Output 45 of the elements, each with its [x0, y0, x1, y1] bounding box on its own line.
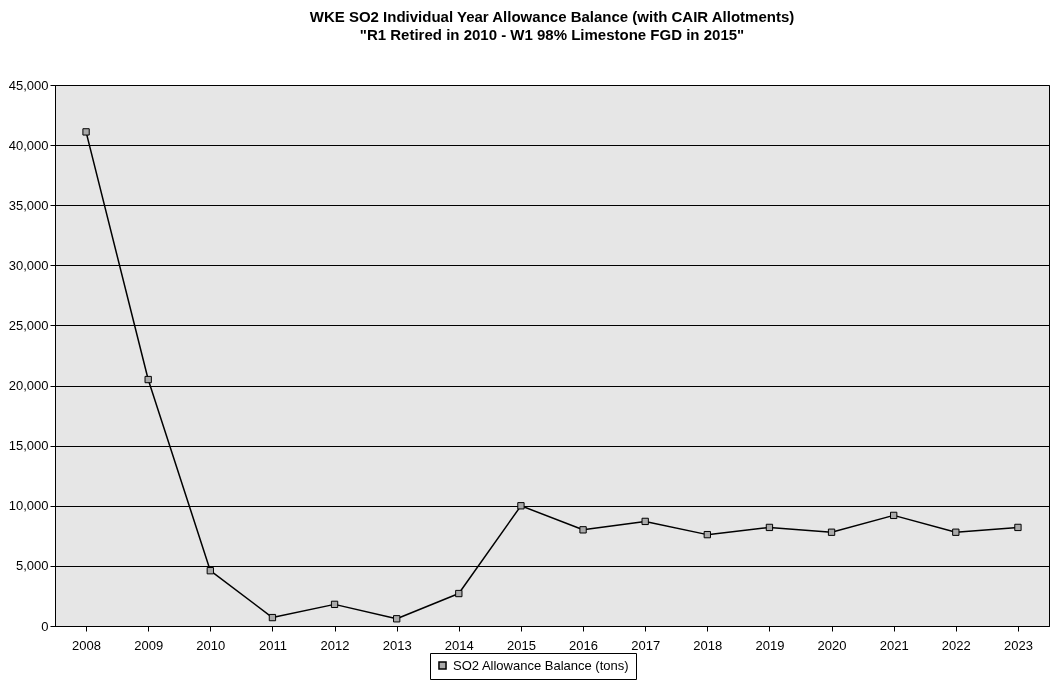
y-tick-label: 0 — [41, 618, 49, 634]
y-tick-label: 35,000 — [8, 197, 49, 213]
chart-subtitle: "R1 Retired in 2010 - W1 98% Limestone FGD in 2015" — [359, 26, 745, 43]
point — [144, 375, 152, 384]
point — [890, 511, 898, 520]
point — [1014, 523, 1022, 532]
x-tick-label: 2010 — [196, 637, 226, 653]
point — [330, 600, 339, 609]
point — [827, 528, 836, 536]
point — [641, 517, 649, 526]
chart-title: WKE SO2 Individual Year Allowance Balance (with CAIR Allotments) — [309, 8, 795, 25]
x-tick-label: 2018 — [693, 637, 723, 653]
x-tick-label: 2020 — [817, 637, 847, 653]
y-tick-label: 20,000 — [8, 378, 49, 394]
y-tick-label: 40,000 — [8, 137, 49, 153]
point — [765, 523, 774, 532]
x-tick-label: 2023 — [1003, 637, 1033, 653]
y-tick-label: 25,000 — [8, 317, 49, 333]
x-tick-label: 2013 — [382, 637, 412, 653]
x-tick-label: 2019 — [755, 637, 785, 653]
y-tick-label: 5,000 — [15, 558, 49, 574]
y-tick-label: 30,000 — [8, 257, 49, 273]
y-tick-label: 45,000 — [8, 77, 49, 93]
y-tick-label: 10,000 — [8, 498, 49, 514]
point — [82, 128, 90, 136]
x-tick-label: 2011 — [258, 637, 287, 653]
point — [517, 502, 525, 510]
legend-label: SO2 Allowance Balance (tons) — [453, 657, 629, 673]
point — [703, 530, 711, 539]
y-tick-label: 15,000 — [8, 438, 49, 454]
point — [455, 589, 463, 598]
point — [579, 526, 587, 534]
x-tick-label: 2014 — [444, 637, 474, 653]
x-tick-label: 2022 — [941, 637, 971, 653]
x-tick-label: 2008 — [72, 637, 102, 653]
point — [268, 613, 277, 622]
x-tick-label: 2017 — [631, 637, 661, 653]
point — [952, 528, 960, 536]
x-tick-label: 2015 — [506, 637, 536, 653]
point — [206, 567, 214, 575]
x-tick-label: 2009 — [134, 637, 164, 653]
x-tick-label: 2012 — [320, 637, 350, 653]
x-tick-label: 2021 — [879, 637, 909, 653]
x-tick-label: 2016 — [569, 637, 599, 653]
point — [393, 615, 401, 623]
